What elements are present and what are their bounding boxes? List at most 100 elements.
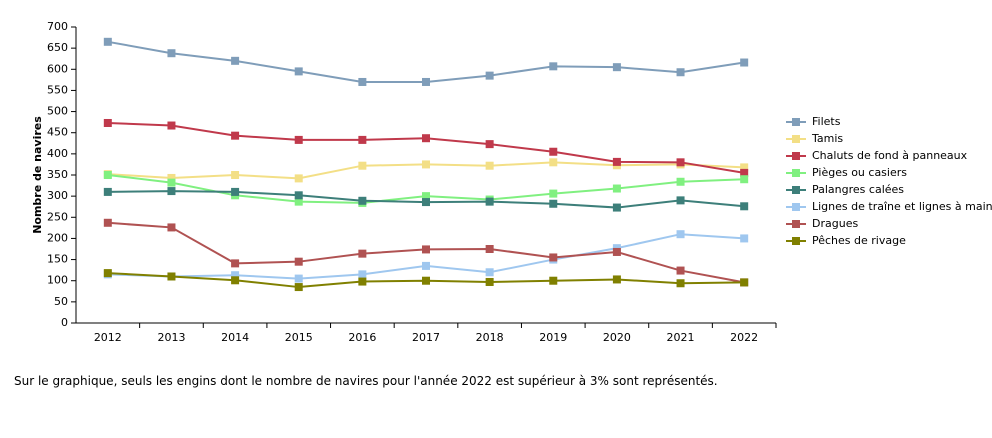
point — [103, 269, 112, 278]
footnote: Sur le graphique, seuls les engins dont … — [14, 374, 718, 388]
point — [231, 56, 240, 65]
point — [294, 197, 303, 206]
point — [358, 196, 367, 205]
series-line — [107, 233, 745, 280]
point — [612, 275, 621, 284]
x-tick-label: 2022 — [730, 331, 758, 344]
point — [294, 67, 303, 76]
legend-swatch — [792, 135, 800, 143]
point — [485, 161, 494, 170]
legend-label: Filets — [812, 115, 841, 128]
point — [358, 277, 367, 286]
y-tick-label: 600 — [47, 62, 68, 75]
chart: Nombre de navires 0 50 100 150 200 250 300 350 4… — [31, 20, 992, 344]
y-tick-label: 400 — [47, 147, 68, 160]
point — [740, 58, 749, 67]
point — [167, 121, 176, 130]
point — [167, 272, 176, 281]
point — [231, 187, 240, 196]
y-axis-title: Nombre de navires — [31, 116, 44, 234]
point — [422, 261, 430, 270]
y-tick-label: 550 — [47, 83, 68, 96]
point — [231, 131, 240, 140]
point — [676, 68, 685, 77]
point — [612, 184, 621, 193]
point — [231, 276, 240, 285]
legend-label: Pièges ou casiers — [812, 166, 907, 179]
point — [485, 277, 494, 286]
x-tick-label: 2016 — [348, 331, 376, 344]
point — [549, 276, 558, 285]
point — [740, 168, 749, 177]
point — [231, 271, 240, 280]
point — [676, 279, 685, 288]
point — [167, 173, 176, 182]
point — [103, 187, 112, 196]
y-tick-label: 100 — [47, 274, 68, 287]
point — [167, 49, 176, 58]
point — [676, 177, 685, 186]
point — [612, 203, 621, 212]
point — [612, 63, 621, 72]
legend-swatch — [792, 152, 800, 160]
point — [103, 218, 112, 227]
point — [358, 161, 367, 170]
y-tick-label: 700 — [47, 20, 68, 33]
point — [294, 257, 303, 266]
point — [103, 37, 112, 46]
point — [676, 158, 685, 167]
point — [612, 247, 621, 256]
legend-label: Dragues — [812, 217, 858, 230]
point — [485, 268, 494, 277]
y-tick-label: 300 — [47, 189, 68, 202]
legend-swatch — [792, 118, 800, 126]
point — [740, 163, 749, 172]
legend-swatch — [792, 203, 800, 211]
point — [676, 266, 685, 275]
x-tick-label: 2018 — [476, 331, 504, 344]
series-line — [107, 40, 745, 83]
point — [358, 249, 367, 258]
point — [422, 276, 430, 285]
point — [358, 135, 367, 144]
point — [485, 245, 494, 253]
x-tick-label: 2019 — [539, 331, 567, 344]
point — [103, 171, 112, 179]
legend-label: Lignes de traîne et lignes à main — [812, 200, 992, 213]
point — [422, 198, 430, 207]
point — [294, 191, 303, 200]
point — [740, 175, 749, 184]
point — [231, 171, 240, 179]
point — [676, 196, 685, 205]
point — [676, 230, 685, 239]
point — [422, 77, 430, 86]
point — [549, 189, 558, 198]
x-tick-label: 2014 — [221, 331, 249, 344]
y-tick-label: 350 — [47, 168, 68, 181]
point — [549, 253, 558, 262]
point — [740, 278, 749, 287]
y-tick-label: 150 — [47, 253, 68, 266]
point — [294, 174, 303, 183]
point — [294, 283, 303, 292]
point — [422, 245, 430, 254]
legend-swatch — [792, 220, 800, 228]
point — [167, 223, 176, 232]
x-tick-label: 2021 — [667, 331, 695, 344]
legend-label: Palangres calées — [812, 183, 904, 196]
legend-swatch — [792, 169, 800, 177]
point — [358, 270, 367, 279]
x-tick-label: 2020 — [603, 331, 631, 344]
point — [231, 259, 240, 268]
x-tick-label: 2015 — [285, 331, 313, 344]
legend-label: Chaluts de fond à panneaux — [812, 149, 968, 162]
legend-label: Pêches de rivage — [812, 234, 906, 247]
y-tick-label: 50 — [54, 295, 68, 308]
x-tick-label: 2017 — [412, 331, 440, 344]
point — [549, 199, 558, 208]
x-tick-label: 2013 — [157, 331, 185, 344]
point — [103, 118, 112, 127]
legend-label: Tamis — [811, 132, 843, 145]
point — [740, 202, 749, 211]
